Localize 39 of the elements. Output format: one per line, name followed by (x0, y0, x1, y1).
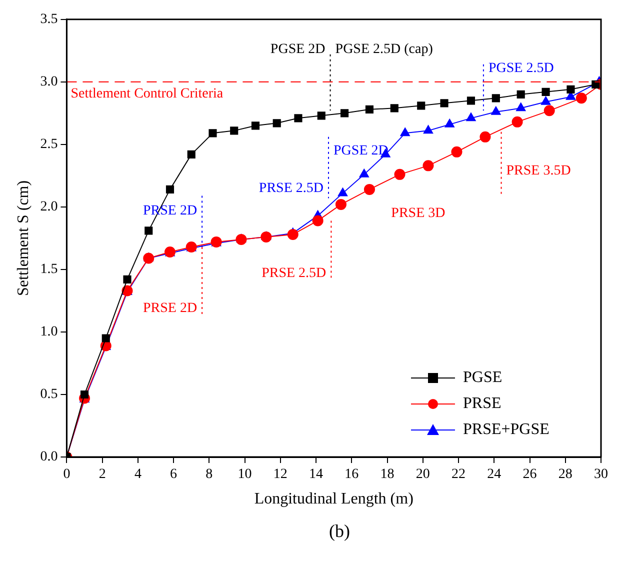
y-tick-label: 0.5 (40, 387, 58, 402)
x-tick-label: 30 (594, 467, 608, 482)
x-tick-label: 16 (344, 467, 359, 482)
x-axis-title: Longitudinal Length (m) (254, 490, 414, 508)
x-tick-label: 18 (380, 467, 394, 482)
annotation: PRSE 2.5D (258, 180, 324, 196)
x-tick-label: 28 (558, 467, 572, 482)
x-tick-label: 22 (452, 467, 466, 482)
y-tick-label: 1.5 (40, 262, 58, 278)
legend-label: PGSE (463, 369, 502, 386)
y-tick-label: 3.5 (40, 12, 58, 28)
annotation: PRSE 3D (391, 206, 446, 221)
x-tick-label: 20 (416, 467, 430, 482)
x-tick-label: 2 (98, 467, 106, 482)
x-tick-label: 0 (63, 467, 70, 482)
y-tick-label: 0.0 (40, 450, 58, 465)
ref-line-label: PRSE 2.5D (262, 266, 326, 281)
ref-line-label: PRSE 3.5D (506, 163, 571, 178)
x-tick-label: 24 (487, 467, 502, 482)
ref-line-label: PGSE 2D (270, 42, 326, 58)
x-tick-label: 4 (134, 467, 142, 482)
y-tick-label: 3.0 (40, 74, 58, 90)
y-tick-label: 2.0 (40, 200, 58, 215)
ref-line-label: PRSE 2D (142, 300, 198, 316)
text: (b) (328, 521, 351, 542)
y-tick-label: 2.5 (40, 137, 58, 152)
x-tick-label: 12 (273, 467, 288, 482)
y-axis-title: Settlement S (cm) (14, 180, 32, 296)
ref-line-label: Settlement Control Criteria (70, 86, 224, 102)
y-tick-label: 1.0 (40, 324, 58, 340)
legend-label: PRSE (463, 395, 502, 412)
legend-label: PRSE+PGSE (463, 421, 550, 438)
x-tick-label: 10 (238, 467, 252, 482)
x-tick-label: 8 (206, 467, 213, 482)
x-tick-label: 14 (309, 467, 324, 482)
ref-line-label: PGSE 2.5D (488, 60, 554, 76)
annotation: PGSE 2.5D (cap) (335, 42, 434, 58)
x-tick-label: 6 (170, 467, 178, 482)
x-tick-label: 26 (522, 467, 537, 482)
